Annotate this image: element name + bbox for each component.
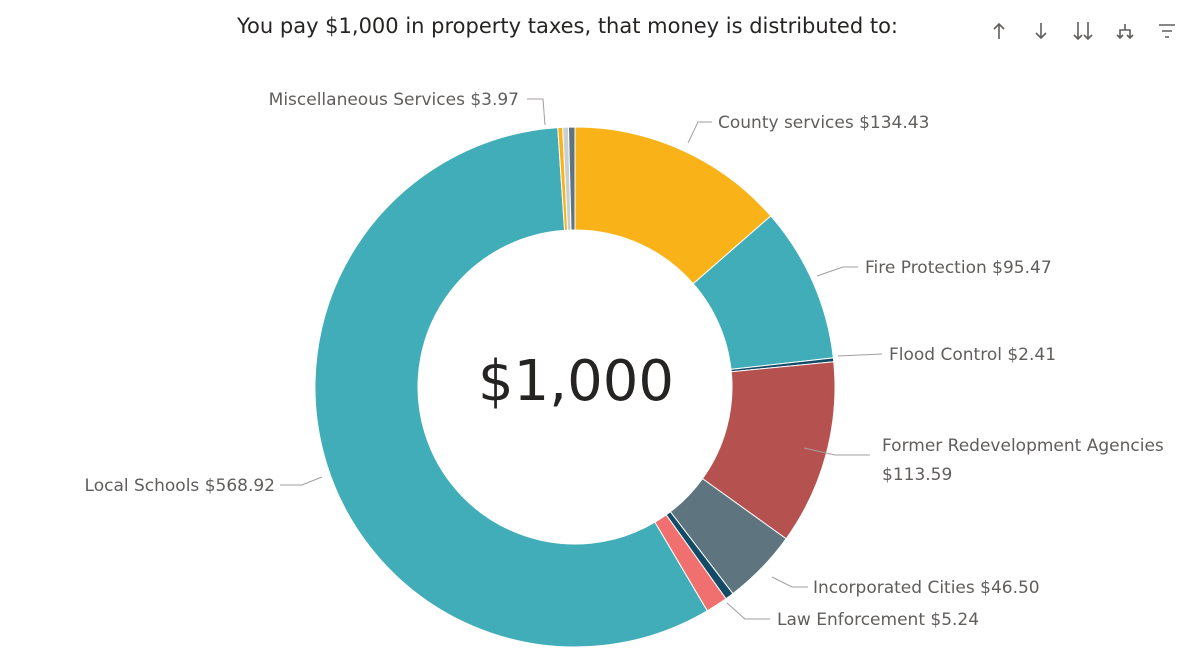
chart-title: You pay $1,000 in property taxes, that m… [237, 14, 898, 38]
drill-down-button[interactable] [1114, 18, 1136, 44]
label-former-redevelopment: Former Redevelopment Agencies [882, 436, 1164, 456]
sort-descending-button[interactable] [1030, 18, 1052, 44]
leader-lines [280, 98, 883, 620]
label-flood-control: Flood Control $2.41 [889, 345, 1056, 365]
donut-slice-local-schools[interactable] [314, 127, 708, 648]
sort-ascending-button[interactable] [988, 18, 1010, 44]
filter-button[interactable] [1156, 18, 1178, 44]
donut-slice-miscellaneous-services[interactable] [567, 126, 576, 231]
arrow-up-icon [993, 22, 1005, 39]
label-fire-protection: Fire Protection $95.47 [865, 258, 1052, 278]
label-incorporated-cities: Incorporated Cities $46.50 [813, 578, 1040, 598]
label-miscellaneous-services: Miscellaneous Services $3.97 [269, 90, 519, 110]
label-local-schools: Local Schools $568.92 [85, 476, 275, 496]
center-total-label: $1,000 [478, 349, 674, 414]
fork-arrow-down-icon [1116, 24, 1134, 40]
label-county-services: County services $134.43 [718, 113, 929, 133]
label-former-redevelopment-value: $113.59 [882, 465, 952, 485]
filter-icon [1159, 24, 1175, 38]
label-law-enforcement: Law Enforcement $5.24 [777, 610, 979, 630]
visual-header-toolbar [988, 18, 1198, 44]
donut-slices[interactable] [314, 126, 836, 648]
arrow-down-icon [1035, 23, 1047, 40]
expand-all-button[interactable] [1072, 18, 1094, 44]
double-arrow-down-icon [1073, 22, 1093, 41]
